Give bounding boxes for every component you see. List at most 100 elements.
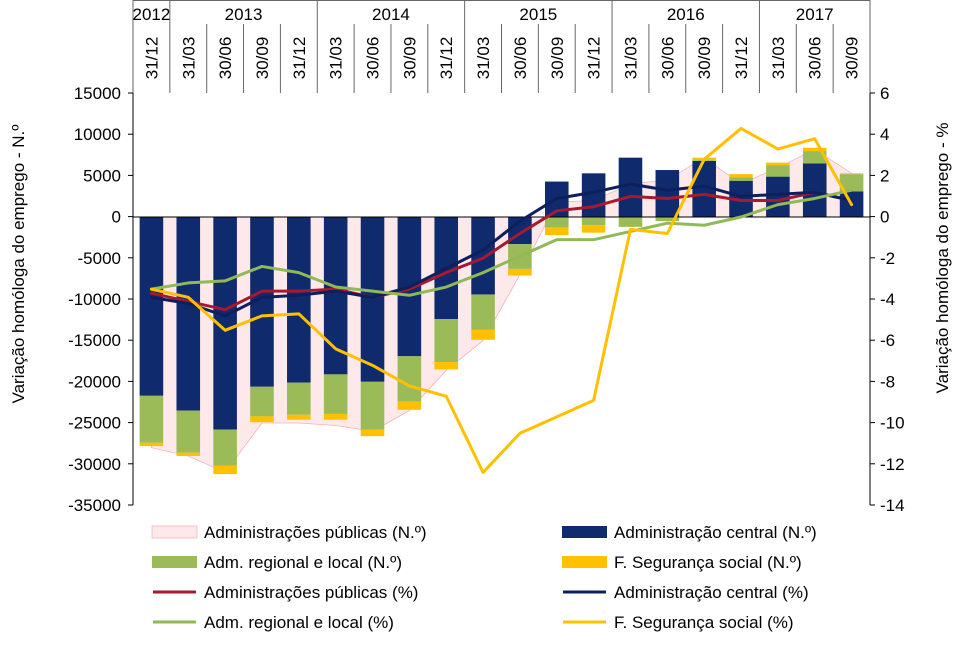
bar-central — [213, 217, 237, 430]
y2-tick-label: 4 — [880, 125, 889, 144]
bar-regional-local — [655, 217, 680, 222]
y-tick-label: 0 — [112, 208, 121, 227]
y2-tick-label: -12 — [880, 455, 905, 474]
bar-seguranca-social — [508, 268, 532, 276]
quarter-label: 31/12 — [437, 37, 456, 80]
line-central — [149, 182, 854, 318]
line-series-layer — [149, 126, 854, 474]
quarter-label: 31/12 — [585, 37, 604, 80]
bar-seguranca-social — [729, 174, 753, 178]
y-tick-label: -5000 — [78, 249, 121, 268]
bar-regional-local — [176, 410, 201, 453]
bar-seguranca-social — [544, 227, 569, 236]
bar-central — [655, 170, 680, 217]
y-tick-label: -15000 — [68, 331, 121, 350]
quarter-label: 30/09 — [548, 37, 567, 80]
category-header: 2012 2013 2014 2015 2016 2017 31/12 31/03 30/06 3… — [132, 0, 871, 93]
y-tick-label: 10000 — [74, 125, 121, 144]
quarter-label: 30/06 — [216, 37, 235, 80]
bar-regional-local — [139, 395, 164, 443]
bar-central — [618, 157, 643, 217]
y-tick-label: -30000 — [68, 455, 121, 474]
quarter-label: 31/03 — [327, 37, 346, 80]
year-label: 2013 — [225, 5, 263, 24]
y-tick-label: -25000 — [68, 414, 121, 433]
bar-regional-local — [434, 319, 459, 363]
bar-regional-local — [397, 356, 422, 402]
legend-label: Adm. regional e local (N.º) — [204, 553, 402, 572]
y2-tick-label: -14 — [880, 496, 905, 515]
bar-regional-local — [839, 174, 864, 192]
year-label: 2012 — [133, 5, 171, 24]
year-label: 2015 — [519, 5, 557, 24]
bar-seguranca-social — [287, 414, 311, 420]
year-label: 2017 — [796, 5, 834, 24]
bar-seguranca-social — [213, 465, 237, 475]
bar-regional-local — [323, 374, 348, 414]
legend-label: Administrações públicas (N.º) — [204, 523, 427, 542]
y-tick-label: -10000 — [68, 290, 121, 309]
line-regional-local — [149, 188, 854, 297]
y2-tick-label: -4 — [880, 290, 895, 309]
bar-regional-local — [250, 386, 274, 417]
bar-regional-local — [360, 381, 385, 430]
bar-central — [323, 217, 348, 375]
y2-tick-label: -6 — [880, 331, 895, 350]
y-tick-label: 15000 — [74, 84, 121, 103]
bar-seguranca-social — [360, 429, 385, 437]
line-administracoes-publicas — [149, 190, 854, 312]
legend-swatch — [152, 556, 197, 568]
quarter-label: 30/06 — [364, 37, 383, 80]
legend-label: F. Segurança social (N.º) — [614, 553, 802, 572]
quarter-label: 31/03 — [769, 37, 788, 80]
bar-regional-local — [802, 151, 827, 164]
y2-tick-label: -2 — [880, 249, 895, 268]
quarter-label: 30/06 — [511, 37, 530, 80]
y-tick-label: 5000 — [83, 166, 121, 185]
bar-central — [766, 176, 790, 217]
bar-seguranca-social — [471, 329, 495, 340]
legend-label: Administrações públicas (%) — [204, 583, 418, 602]
legend-label: F. Segurança social (%) — [614, 613, 794, 632]
y2-axis-title: Variação homóloga do emprego - % — [933, 123, 952, 394]
legend-label: Administração central (%) — [614, 583, 809, 602]
bar-seguranca-social — [323, 413, 348, 420]
bar-central — [692, 160, 716, 217]
y2-tick-label: 0 — [880, 208, 889, 227]
bar-seguranca-social — [434, 362, 459, 370]
legend-label: Administração central (N.º) — [614, 523, 817, 542]
bar-central — [360, 217, 385, 382]
bar-regional-local — [618, 217, 643, 227]
bar-seguranca-social — [250, 416, 274, 423]
bar-central — [139, 217, 164, 396]
quarter-label: 31/03 — [179, 37, 198, 80]
legend-swatch — [151, 525, 198, 539]
bar-regional-local — [471, 294, 495, 330]
bar-central — [729, 180, 753, 217]
y2-tick-label: 6 — [880, 84, 889, 103]
y-tick-label: -20000 — [68, 372, 121, 391]
legend-swatch — [562, 526, 607, 538]
bar-central — [802, 163, 827, 217]
year-label: 2014 — [372, 5, 410, 24]
bar-central — [250, 217, 274, 387]
bar-regional-local — [766, 165, 790, 177]
quarter-label: 30/09 — [400, 37, 419, 80]
y2-tick-label: 2 — [880, 166, 889, 185]
bar-seguranca-social — [839, 173, 864, 175]
y-axis-title: Variação homóloga do emprego - N.º — [9, 125, 28, 404]
bar-central — [176, 217, 201, 411]
legend: Administrações públicas (N.º) Administraç… — [151, 523, 817, 632]
quarter-label: 30/09 — [253, 37, 272, 80]
bar-seguranca-social — [581, 225, 606, 233]
bar-seguranca-social — [176, 452, 201, 456]
quarter-label: 30/06 — [658, 37, 677, 80]
bar-seguranca-social — [766, 162, 790, 166]
bar-seguranca-social — [139, 442, 164, 447]
bar-seguranca-social — [802, 147, 827, 152]
bar-regional-local — [213, 429, 237, 466]
quarter-label: 30/06 — [806, 37, 825, 80]
quarter-label: 31/03 — [621, 37, 640, 80]
bar-regional-local — [581, 217, 606, 226]
